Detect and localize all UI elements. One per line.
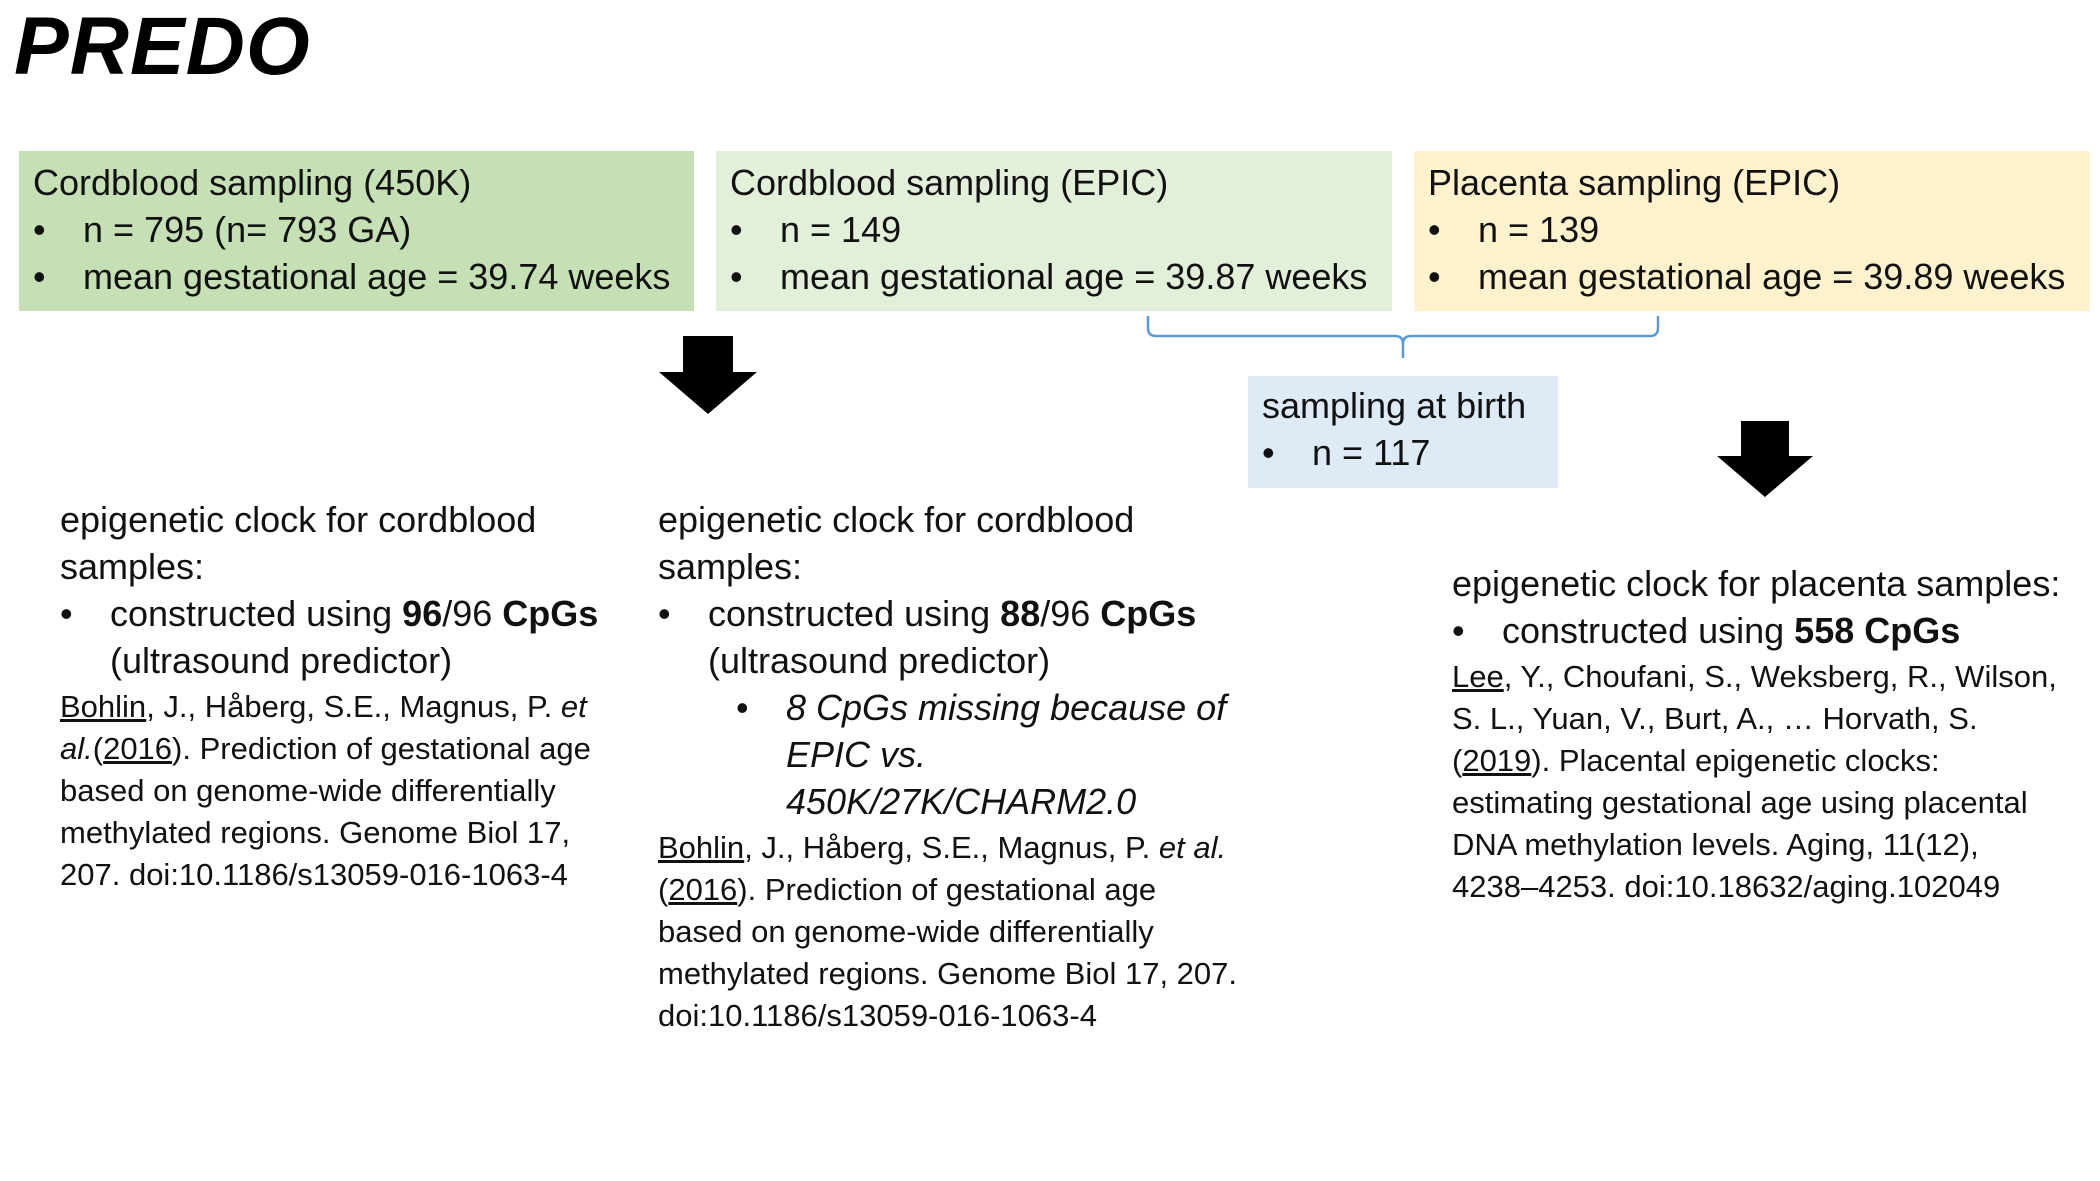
box-bullet: mean gestational age = 39.89 weeks [1428,253,2076,300]
reference-citation: Bohlin, J., Håberg, S.E., Magnus, P. et … [658,827,1238,1037]
cordblood-epic-clock-section: epigenetic clock for cordblood samples: … [658,496,1238,1037]
clock-heading: epigenetic clock for cordblood samples: [658,499,1135,587]
ref-year: 2016 [103,731,173,766]
down-arrow-placenta-icon [1717,421,1813,497]
cpg-count: 88 [1000,593,1041,634]
box-bullet: n = 139 [1428,206,2076,253]
box-title: Cordblood sampling (450K) [33,162,472,203]
clock-bullet: constructed using 88/96 CpGs (ultrasound… [658,590,1238,684]
box-bullet: n = 117 [1262,429,1544,476]
ref-etal: et al. [1158,830,1227,865]
ref-authors: , Y., Choufani, S., Weksberg, R., Wilson… [1452,659,2057,736]
ref-authors: , J., Håberg, S.E., Magnus, P. [146,689,561,724]
cpg-label: CpGs [502,593,599,634]
ref-paren: ( [92,731,104,766]
cpg-count: 96 [402,593,443,634]
bullet-text: /96 [442,593,503,634]
cordblood-450k-box: Cordblood sampling (450K) n = 795 (n= 79… [19,151,694,311]
reference-citation: Lee, Y., Choufani, S., Weksberg, R., Wil… [1452,656,2072,908]
clock-bullet: constructed using 96/96 CpGs (ultrasound… [60,590,600,684]
ref-year: 2019 [1462,743,1532,778]
placenta-epic-box: Placenta sampling (EPIC) n = 139 mean ge… [1414,151,2090,311]
page-title: PREDO [14,1,311,92]
ref-first-author: Lee [1452,659,1504,694]
sampling-at-birth-box: sampling at birth n = 117 [1248,376,1558,488]
bullet-text: (ultrasound predictor) [708,640,1051,681]
bullet-text: (ultrasound predictor) [110,640,453,681]
bullet-text: constructed using [708,593,1001,634]
box-bullet: mean gestational age = 39.74 weeks [33,253,680,300]
bullet-text: constructed using [110,593,403,634]
cpg-label: CpGs [1100,593,1197,634]
cpg-label: 558 CpGs [1794,610,1961,651]
ref-rest: ). Prediction of gestational age based o… [658,872,1238,1033]
box-bullet: n = 795 (n= 793 GA) [33,206,680,253]
bullet-text: constructed using [1502,610,1795,651]
ref-paren: ( [1452,743,1463,778]
cordblood-450k-clock-section: epigenetic clock for cordblood samples: … [60,496,600,896]
clock-heading: epigenetic clock for cordblood samples: [60,499,537,587]
ref-rest: ). Prediction of gestational age based o… [60,731,591,892]
ref-etal: et al. [60,689,587,766]
bullet-text: /96 [1040,593,1101,634]
placenta-clock-section: epigenetic clock for placenta samples: c… [1452,560,2072,908]
ref-first-author: Bohlin [60,689,147,724]
brace-connector [1146,316,1660,358]
down-arrow-cordblood-icon [659,336,757,414]
ref-rest: ). Placental epigenetic clocks: estimati… [1452,743,2028,904]
ref-first-author: Bohlin [658,830,745,865]
box-bullet: n = 149 [730,206,1378,253]
box-title: Placenta sampling (EPIC) [1428,162,1841,203]
box-title: Cordblood sampling (EPIC) [730,162,1169,203]
ref-authors: , J., Håberg, S.E., Magnus, P. [744,830,1159,865]
ref-year: 2016 [668,872,738,907]
clock-bullet: constructed using 558 CpGs [1452,607,2072,654]
cordblood-epic-box: Cordblood sampling (EPIC) n = 149 mean g… [716,151,1392,311]
box-bullet: mean gestational age = 39.87 weeks [730,253,1378,300]
clock-heading: epigenetic clock for placenta samples: [1452,563,2061,604]
missing-cpgs-note: 8 CpGs missing because of EPIC vs. 450K/… [658,684,1238,825]
ref-paren: ( [658,872,669,907]
reference-citation: Bohlin, J., Håberg, S.E., Magnus, P. et … [60,686,600,896]
box-title: sampling at birth [1262,385,1527,426]
